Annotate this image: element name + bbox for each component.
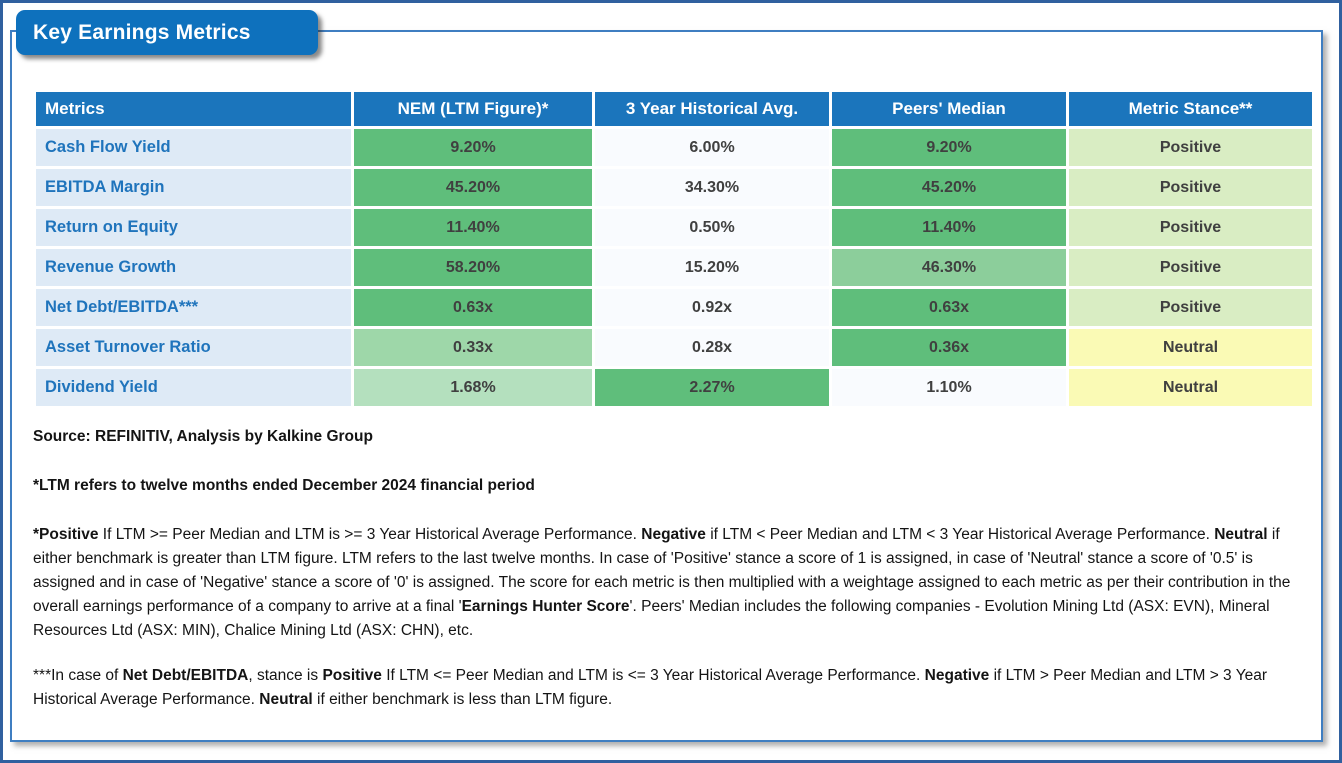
nem-value-cell: 1.68% [354,369,592,406]
column-header-peers: Peers' Median [832,92,1066,126]
metric-label-cell: Dividend Yield [36,369,351,406]
stance-value-cell: Neutral [1069,329,1312,366]
metric-label-cell: Asset Turnover Ratio [36,329,351,366]
stance-value-cell: Positive [1069,249,1312,286]
nem-value-cell: 0.63x [354,289,592,326]
column-header-stance: Metric Stance** [1069,92,1312,126]
stance-methodology-footnote: *Positive If LTM >= Peer Median and LTM … [33,526,1291,639]
table-row: EBITDA Margin 45.20% 34.30% 45.20% Positive [36,169,1312,206]
table-row: Cash Flow Yield 9.20% 6.00% 9.20% Positive [36,129,1312,166]
nem-value-cell: 45.20% [354,169,592,206]
metric-label-cell: Return on Equity [36,209,351,246]
peers-value-cell: 1.10% [832,369,1066,406]
peers-value-cell: 46.30% [832,249,1066,286]
nem-value-cell: 11.40% [354,209,592,246]
card-content: Metrics NEM (LTM Figure)* 3 Year Histori… [12,32,1321,712]
metrics-table: Metrics NEM (LTM Figure)* 3 Year Histori… [33,89,1315,409]
column-header-metrics: Metrics [36,92,351,126]
stance-value-cell: Neutral [1069,369,1312,406]
title-badge: Key Earnings Metrics [16,10,318,55]
peers-value-cell: 9.20% [832,129,1066,166]
peers-value-cell: 45.20% [832,169,1066,206]
peers-value-cell: 0.63x [832,289,1066,326]
metric-label-cell: EBITDA Margin [36,169,351,206]
metric-label-cell: Cash Flow Yield [36,129,351,166]
historical-value-cell: 0.28x [595,329,829,366]
netdebt-methodology-footnote: ***In case of Net Debt/EBITDA, stance is… [33,667,1268,708]
nem-value-cell: 9.20% [354,129,592,166]
ltm-footnote: *LTM refers to twelve months ended Decem… [33,477,535,494]
table-row: Net Debt/EBITDA*** 0.63x 0.92x 0.63x Positiv… [36,289,1312,326]
table-row: Return on Equity 11.40% 0.50% 11.40% Positiv… [36,209,1312,246]
historical-value-cell: 34.30% [595,169,829,206]
metric-label-cell: Revenue Growth [36,249,351,286]
column-header-nem: NEM (LTM Figure)* [354,92,592,126]
stance-value-cell: Positive [1069,209,1312,246]
nem-value-cell: 0.33x [354,329,592,366]
source-note: Source: REFINITIV, Analysis by Kalkine G… [33,428,373,445]
metrics-table-body: Cash Flow Yield 9.20% 6.00% 9.20% Positive EB… [36,129,1312,406]
peers-value-cell: 11.40% [832,209,1066,246]
page-title: Key Earnings Metrics [33,20,251,44]
table-row: Asset Turnover Ratio 0.33x 0.28x 0.36x Neutr… [36,329,1312,366]
table-row: Dividend Yield 1.68% 2.27% 1.10% Neutral [36,369,1312,406]
table-header: Metrics NEM (LTM Figure)* 3 Year Histori… [36,92,1312,126]
peers-value-cell: 0.36x [832,329,1066,366]
historical-value-cell: 6.00% [595,129,829,166]
stance-value-cell: Positive [1069,169,1312,206]
header-row: Metrics NEM (LTM Figure)* 3 Year Histori… [36,92,1312,126]
stance-value-cell: Positive [1069,289,1312,326]
table-row: Revenue Growth 58.20% 15.20% 46.30% Positive [36,249,1312,286]
metric-label-cell: Net Debt/EBITDA*** [36,289,351,326]
column-header-historical: 3 Year Historical Avg. [595,92,829,126]
historical-value-cell: 15.20% [595,249,829,286]
stance-value-cell: Positive [1069,129,1312,166]
nem-value-cell: 58.20% [354,249,592,286]
content-card: Metrics NEM (LTM Figure)* 3 Year Histori… [10,30,1323,742]
historical-value-cell: 2.27% [595,369,829,406]
historical-value-cell: 0.92x [595,289,829,326]
historical-value-cell: 0.50% [595,209,829,246]
